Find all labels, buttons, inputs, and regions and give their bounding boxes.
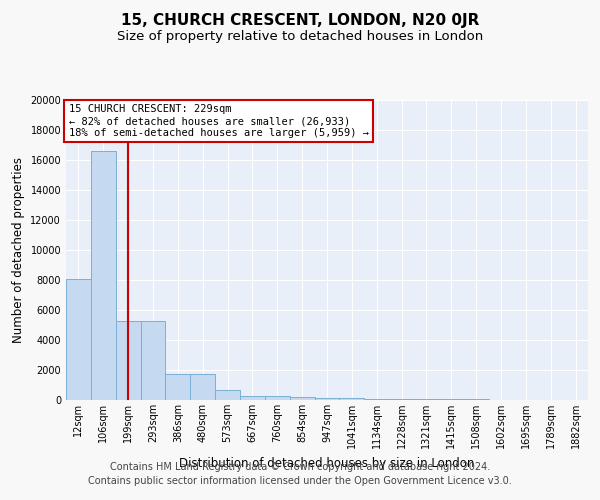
Bar [91, 151, 116, 400]
Bar [340, 398, 364, 400]
Bar [166, 374, 190, 400]
Bar [314, 398, 340, 400]
Bar [290, 397, 314, 400]
Bar [364, 398, 389, 400]
Bar [439, 399, 464, 400]
Y-axis label: Number of detached properties: Number of detached properties [12, 157, 25, 343]
Bar [140, 320, 166, 400]
Bar [215, 390, 240, 400]
Text: 15, CHURCH CRESCENT, LONDON, N20 0JR: 15, CHURCH CRESCENT, LONDON, N20 0JR [121, 12, 479, 28]
Bar [389, 399, 414, 400]
Bar [66, 278, 91, 400]
Bar [265, 396, 290, 400]
Bar [190, 374, 215, 400]
Text: Contains public sector information licensed under the Open Government Licence v3: Contains public sector information licen… [88, 476, 512, 486]
Bar [240, 396, 265, 400]
Text: Size of property relative to detached houses in London: Size of property relative to detached ho… [117, 30, 483, 43]
Text: Contains HM Land Registry data © Crown copyright and database right 2024.: Contains HM Land Registry data © Crown c… [110, 462, 490, 472]
Text: 15 CHURCH CRESCENT: 229sqm
← 82% of detached houses are smaller (26,933)
18% of : 15 CHURCH CRESCENT: 229sqm ← 82% of deta… [68, 104, 368, 138]
Bar [116, 320, 140, 400]
Bar [414, 399, 439, 400]
X-axis label: Distribution of detached houses by size in London: Distribution of detached houses by size … [179, 456, 475, 469]
